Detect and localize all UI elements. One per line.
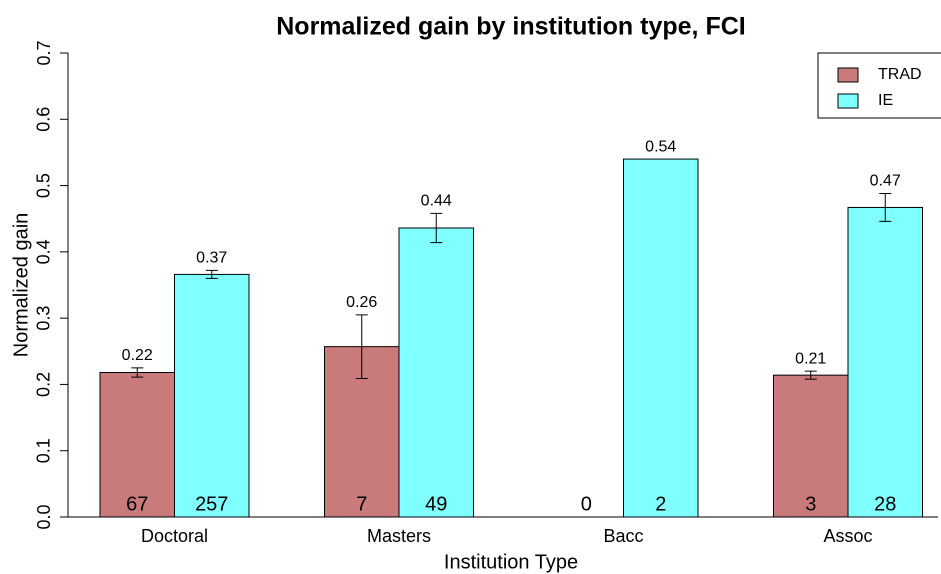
count-label: 28 bbox=[874, 493, 896, 515]
count-label: 7 bbox=[356, 493, 367, 515]
error-bar bbox=[131, 367, 144, 378]
value-label: 0.44 bbox=[421, 193, 452, 210]
y-tick-label: 0.1 bbox=[34, 438, 54, 463]
y-tick-label: 0.4 bbox=[34, 239, 54, 264]
legend-label: IE bbox=[878, 92, 893, 109]
value-label: 0.37 bbox=[196, 250, 227, 267]
bar bbox=[398, 227, 474, 518]
x-tick-label: Assoc bbox=[823, 526, 872, 546]
chart-title: Normalized gain by institution type, FCI bbox=[276, 13, 745, 41]
y-tick-label: 0.3 bbox=[34, 306, 54, 331]
legend-swatch bbox=[837, 67, 859, 83]
bar bbox=[174, 273, 250, 518]
count-label: 257 bbox=[195, 493, 228, 515]
value-label: 0.26 bbox=[346, 294, 377, 311]
count-label: 0 bbox=[581, 493, 592, 515]
count-label: 3 bbox=[805, 493, 816, 515]
count-label: 2 bbox=[655, 493, 666, 515]
legend-swatch bbox=[837, 93, 859, 109]
y-tick-label: 0.7 bbox=[34, 40, 54, 65]
legend-label: TRAD bbox=[878, 66, 922, 83]
x-tick-label: Doctoral bbox=[141, 526, 208, 546]
error-bar bbox=[879, 193, 892, 222]
count-label: 67 bbox=[126, 493, 148, 515]
count-label: 49 bbox=[425, 493, 447, 515]
bar bbox=[623, 158, 699, 518]
y-tick-label: 0.6 bbox=[34, 107, 54, 132]
error-bar bbox=[430, 212, 443, 244]
x-axis-label: Institution Type bbox=[444, 551, 578, 573]
value-label: 0.54 bbox=[645, 138, 676, 155]
value-label: 0.47 bbox=[870, 173, 901, 190]
y-tick-label: 0.5 bbox=[34, 173, 54, 198]
x-tick-label: Bacc bbox=[603, 526, 643, 546]
error-bar bbox=[205, 269, 218, 279]
x-tick-label: Masters bbox=[367, 526, 431, 546]
bar bbox=[773, 374, 849, 518]
value-label: 0.21 bbox=[795, 350, 826, 367]
value-label: 0.22 bbox=[122, 347, 153, 364]
y-tick-label: 0.2 bbox=[34, 372, 54, 397]
y-tick-label: 0.0 bbox=[34, 504, 54, 529]
y-axis-label: Normalized gain bbox=[10, 213, 32, 358]
bar bbox=[847, 206, 923, 518]
error-bar bbox=[804, 370, 817, 380]
error-bar bbox=[355, 314, 368, 379]
